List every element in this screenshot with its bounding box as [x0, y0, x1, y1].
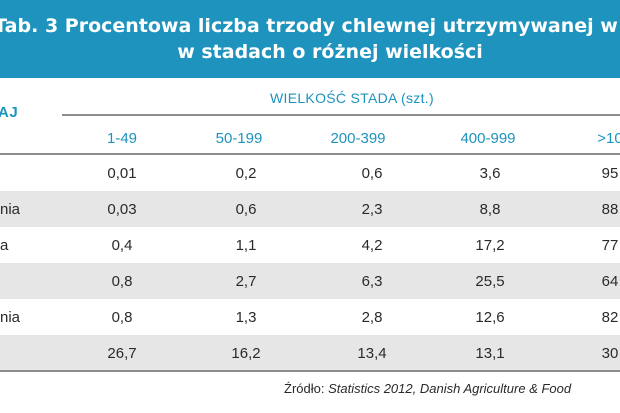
table-cell: 82 — [601, 309, 619, 326]
group-header: WIELKOŚĆ STADA (szt.) — [270, 90, 434, 106]
table-cell: 12,6 — [475, 309, 505, 326]
table-row: nia 0,03 0,6 2,3 8,8 88 — [0, 191, 620, 227]
table-row: nia 0,8 1,3 2,8 12,6 82 — [0, 299, 620, 335]
table-cell: 0,8 — [111, 273, 133, 290]
source-text: Statistics 2012, Danish Agriculture & Fo… — [328, 381, 572, 396]
table-cell: 30 — [601, 345, 619, 362]
table-cell: 25,5 — [475, 273, 505, 290]
table-cell: 13,1 — [475, 345, 505, 362]
table-title-line-1: Tab. 3 Procentowa liczba trzody chlewnej… — [0, 15, 618, 37]
table-cell: 95 — [601, 165, 619, 182]
table-cell: 0,03 — [107, 201, 137, 218]
table-cell: 2,7 — [235, 273, 257, 290]
table-cell: 0,01 — [107, 165, 137, 182]
row-label: nia — [0, 309, 21, 326]
table-cell: 16,2 — [231, 345, 261, 362]
column-header-5: >10 — [597, 130, 620, 147]
table-cell: 77 — [601, 237, 619, 254]
table-cell: 2,8 — [361, 309, 383, 326]
table-cell: 3,6 — [479, 165, 501, 182]
source-note: Źródło: Statistics 2012, Danish Agricult… — [284, 381, 571, 396]
table-cell: 6,3 — [361, 273, 383, 290]
table-cell: 88 — [601, 201, 619, 218]
table-row: a 0,4 1,1 4,2 17,2 77 — [0, 227, 620, 263]
table-cell: 13,4 — [357, 345, 387, 362]
table-cell: 26,7 — [107, 345, 137, 362]
column-header-4: 400-999 — [460, 130, 516, 147]
table-cell: 1,1 — [235, 237, 257, 254]
table-cell: 0,6 — [361, 165, 383, 182]
table-title-line-2: w stadach o różnej wielkości — [177, 41, 483, 63]
table-cell: 0,6 — [235, 201, 257, 218]
column-header-3: 200-399 — [330, 130, 386, 147]
column-header-2: 50-199 — [215, 130, 263, 147]
row-header-label: AJ — [0, 104, 19, 121]
table-row: 0,01 0,2 0,6 3,6 95 — [0, 155, 620, 191]
table-cell: 8,8 — [479, 201, 501, 218]
header-rule — [0, 153, 620, 155]
table-title-bar: Tab. 3 Procentowa liczba trzody chlewnej… — [0, 0, 620, 78]
table-cell: 0,4 — [111, 237, 133, 254]
table-cell: 0,2 — [235, 165, 257, 182]
group-header-rule — [62, 114, 620, 116]
table-row: 26,7 16,2 13,4 13,1 30 — [0, 335, 620, 371]
table-cell: 0,8 — [111, 309, 133, 326]
column-header-1: 1-49 — [106, 130, 138, 147]
table-bottom-rule — [0, 370, 620, 372]
table-row: 0,8 2,7 6,3 25,5 64 — [0, 263, 620, 299]
table-cell: 17,2 — [475, 237, 505, 254]
table-cell: 64 — [601, 273, 619, 290]
table-cell: 2,3 — [361, 201, 383, 218]
source-prefix: Źródło: — [284, 381, 329, 396]
table-cell: 1,3 — [235, 309, 257, 326]
row-label: nia — [0, 201, 21, 218]
table-cell: 4,2 — [361, 237, 383, 254]
row-label: a — [0, 237, 9, 254]
